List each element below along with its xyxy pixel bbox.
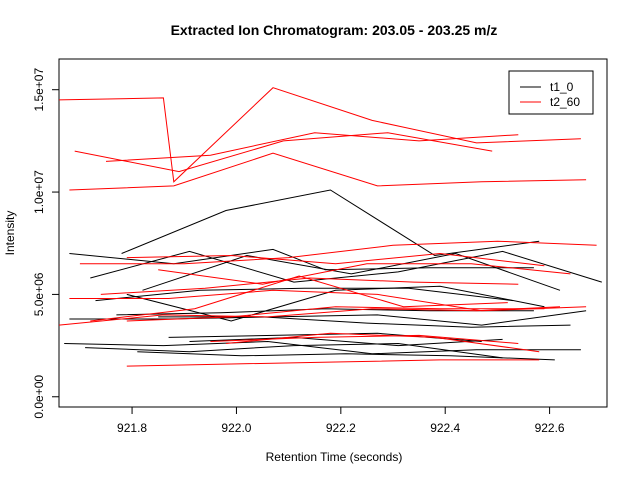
series-line-t2-60-14 xyxy=(58,87,581,183)
y-tick-label-0: 0.0e+00 xyxy=(32,375,46,419)
chart-title: Extracted Ion Chromatogram: 203.05 - 203… xyxy=(171,22,498,38)
series-line-t2-60-21 xyxy=(100,277,519,295)
series-line-t2-60-28 xyxy=(126,359,540,367)
y-tick-label-3: 1.5e+07 xyxy=(32,68,46,112)
series-line-t2-60-17 xyxy=(69,152,587,191)
series-line-t1-0-12 xyxy=(85,342,503,359)
series-line-t2-60-15 xyxy=(74,132,493,173)
series-line-t2-60-16 xyxy=(105,132,519,162)
series-line-t1-0-10 xyxy=(189,336,503,347)
series-line-t1-0-4 xyxy=(95,287,514,302)
series-line-t1-0-7 xyxy=(69,310,587,326)
series-line-t2-60-25 xyxy=(126,306,545,322)
series-layer xyxy=(58,87,602,367)
y-axis: 0.0e+00 5.0e+06 1.0e+07 1.5e+07 xyxy=(32,68,59,419)
x-axis-label: Retention Time (seconds) xyxy=(266,450,403,464)
y-tick-label-1: 5.0e+06 xyxy=(32,272,46,316)
x-axis: 921.8 922.0 922.2 922.4 922.6 xyxy=(117,407,565,435)
legend-label-t1-0: t1_0 xyxy=(550,80,574,94)
legend-label-t2-60: t2_60 xyxy=(550,95,580,109)
x-tick-label-2: 922.2 xyxy=(326,421,356,435)
series-line-t1-0-13 xyxy=(137,351,555,361)
x-tick-label-1: 922.0 xyxy=(221,421,251,435)
legend: t1_0 t2_60 xyxy=(508,70,594,115)
series-line-t1-0-5 xyxy=(126,285,545,322)
plot-frame xyxy=(58,58,608,408)
series-line-t1-0-2 xyxy=(90,250,602,283)
y-axis-label: Intensity xyxy=(3,211,17,256)
series-line-t2-60-19 xyxy=(126,252,545,267)
y-tick-label-2: 1.0e+07 xyxy=(32,170,46,214)
series-line-t1-0-1 xyxy=(121,189,540,257)
x-tick-label-0: 921.8 xyxy=(117,421,147,435)
series-line-t2-60-23 xyxy=(90,275,508,322)
series-line-t2-60-24 xyxy=(58,306,561,326)
x-tick-label-4: 922.6 xyxy=(535,421,565,435)
series-line-t2-60-18 xyxy=(79,240,597,265)
series-line-t1-0-0 xyxy=(69,248,534,271)
legend-box xyxy=(508,70,594,115)
series-line-t1-0-11 xyxy=(64,340,581,355)
x-tick-label-3: 922.4 xyxy=(430,421,460,435)
series-line-t2-60-20 xyxy=(158,263,571,285)
series-line-t2-60-27 xyxy=(225,332,540,353)
